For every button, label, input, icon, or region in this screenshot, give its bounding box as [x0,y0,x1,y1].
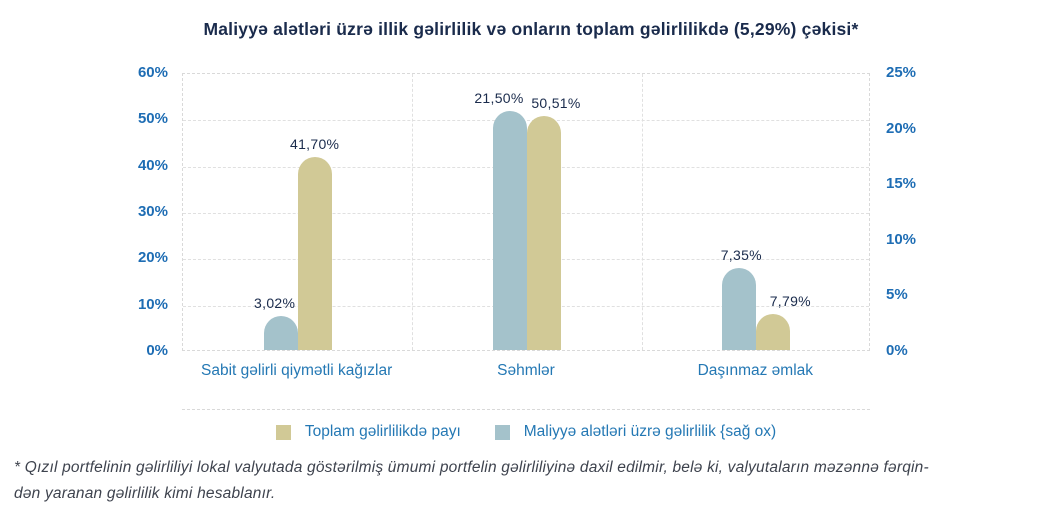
left-axis-tick: 10% [137,295,168,313]
category-label: Səhmlər [497,362,555,379]
legend-label: Maliyyə alətləri üzrə gəlirlilik {sağ ox… [523,423,777,440]
bar-return-1[interactable] [493,110,527,350]
right-axis-tick: 0% [886,342,908,359]
footnote-line-2: dən yaranan gəlirlilik kimi hesablanır. [14,485,276,502]
legend-label: Toplam gəlirlilikdə payı [304,423,461,440]
bar-value-label: 3,02% [254,295,296,312]
bar-return-2[interactable] [722,268,757,350]
left-axis-tick: 20% [137,249,168,267]
right-axis-tick: 25% [886,64,917,81]
bar-value-label: 7,79% [769,292,811,309]
chart-legend: Toplam gəlirlilikdə payı Maliyyə alətləri… [182,423,870,441]
bar-value-label: 41,70% [290,135,340,152]
gridline-h [183,120,869,122]
right-axis-tick: 5% [886,286,908,304]
axis-separator-line [182,409,870,410]
gridline-v [641,74,643,350]
legend-swatch [494,424,510,440]
bar-share-2[interactable] [756,313,791,350]
left-axis-tick: 40% [137,156,168,174]
left-axis-tick: 50% [137,110,168,128]
chart-title: Maliyyə alətləri üzrə illik gəlirlilik v… [203,19,859,39]
bar-return-0[interactable] [263,316,298,350]
plot-area: 3,02% 21,50% 7,35% 41,70% 50,51% 7,79% [182,73,870,351]
left-axis-tick: 60% [137,64,168,81]
footnote: * Qızıl portfelinin gəlirliliyi lokal va… [14,455,1050,507]
right-axis-tick: 10% [886,230,917,248]
category-label: Daşınmaz əmlak [697,362,814,379]
right-axis-tick: 15% [886,175,917,193]
footnote-line-1: * Qızıl portfelinin gəlirliliyi lokal va… [14,459,929,476]
bar-value-label: 50,51% [531,94,581,111]
legend-swatch [275,424,291,440]
bar-share-0[interactable] [297,156,332,350]
bar-value-label: 7,35% [720,247,762,264]
left-axis-tick: 0% [146,342,168,359]
category-label: Sabit gəlirli qiymətli kağızlar [201,362,393,379]
bar-share-1[interactable] [527,115,561,350]
left-axis-tick: 30% [137,203,168,220]
gridline-v [412,74,414,350]
bar-value-label: 21,50% [474,89,524,106]
right-axis-tick: 20% [886,119,917,137]
legend-item-0[interactable]: Toplam gəlirlilikdə payı [275,423,461,441]
legend-item-1[interactable]: Maliyyə alətləri üzrə gəlirlilik {sağ ox… [494,423,777,441]
